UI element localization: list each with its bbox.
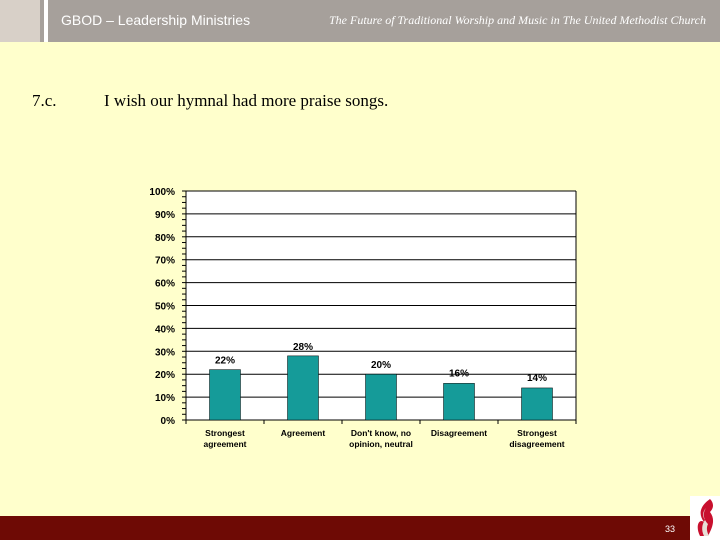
header-accent-strip (0, 0, 40, 42)
x-category-label: Strongest (205, 428, 245, 438)
y-tick-label: 90% (155, 210, 175, 221)
y-tick-label: 50% (155, 302, 175, 313)
question-text: I wish our hymnal had more praise songs. (104, 91, 389, 110)
x-category-label: Agreement (281, 428, 326, 438)
slide-header: GBOD – Leadership Ministries The Future … (0, 0, 720, 42)
y-tick-label: 20% (155, 370, 175, 381)
bar-value-label: 14% (527, 373, 547, 384)
x-category-label: agreement (204, 439, 247, 449)
y-tick-label: 0% (161, 416, 176, 427)
x-category-label: disagreement (509, 439, 564, 449)
bar (365, 373, 397, 421)
x-category-label: Don't know, no (351, 428, 411, 438)
bar-value-label: 20% (371, 360, 391, 371)
y-tick-label: 40% (155, 324, 175, 335)
bar (521, 387, 553, 421)
y-tick-label: 60% (155, 279, 175, 290)
y-tick-label: 10% (155, 393, 175, 404)
bar-value-label: 16% (449, 368, 469, 379)
y-tick-label: 80% (155, 233, 175, 244)
bar (443, 383, 475, 421)
y-tick-label: 30% (155, 347, 175, 358)
bar-value-label: 22% (215, 356, 235, 367)
header-divider (44, 0, 48, 42)
bar-value-label: 28% (293, 342, 313, 353)
bar (209, 369, 241, 421)
x-category-label: opinion, neutral (349, 439, 413, 449)
y-tick-label: 100% (149, 187, 175, 198)
page-number: 33 (665, 524, 676, 534)
cross-and-flame-logo-icon (690, 496, 720, 540)
presentation-title: The Future of Traditional Worship and Mu… (329, 13, 707, 27)
x-category-label: Disagreement (431, 428, 487, 438)
x-category-label: Strongest (517, 428, 557, 438)
question-number: 7.c. (32, 91, 57, 110)
slide-footer (0, 516, 720, 540)
bar (287, 355, 319, 421)
y-tick-label: 70% (155, 256, 175, 267)
organization-name: GBOD – Leadership Ministries (61, 12, 251, 28)
